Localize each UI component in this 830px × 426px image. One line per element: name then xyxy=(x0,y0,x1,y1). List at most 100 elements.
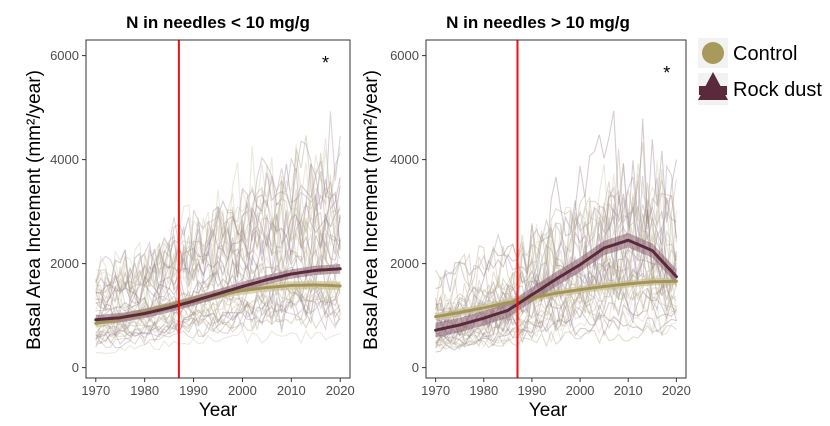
tree-trajectory-line xyxy=(435,164,677,288)
tree-trajectory-line xyxy=(95,211,341,327)
panel-left-frame xyxy=(85,39,351,379)
panel-right-fit-lines xyxy=(434,238,678,332)
tree-trajectory-line xyxy=(435,287,677,343)
panel-right-ylabel: Basal Area Increment (mm²/year) xyxy=(361,70,382,350)
ci-band-control xyxy=(435,277,677,321)
panel-right-frame xyxy=(425,39,687,379)
x-tick-label: 1990 xyxy=(179,383,208,398)
tree-trajectory-line xyxy=(435,283,677,350)
tree-trajectory-line xyxy=(435,269,677,348)
tree-trajectory-line xyxy=(95,162,341,297)
tree-trajectory-line xyxy=(95,137,341,294)
x-tick-label: 1980 xyxy=(130,383,159,398)
tree-trajectory-line xyxy=(95,281,341,336)
tree-trajectory-line xyxy=(435,168,677,310)
x-tick-label: 1990 xyxy=(517,383,546,398)
x-tick-label: 1980 xyxy=(469,383,498,398)
legend-label-control: Control xyxy=(733,43,797,65)
panel-left-spaghetti xyxy=(95,111,341,354)
tree-trajectory-line xyxy=(95,160,341,292)
tree-trajectory-line xyxy=(435,163,677,328)
legend-label-rock-dust: Rock dust xyxy=(733,79,822,101)
tree-trajectory-line xyxy=(435,324,677,349)
panel-right-y-axis: 0 2000 4000 6000 xyxy=(390,48,426,375)
y-tick-label: 0 xyxy=(72,360,79,375)
tree-trajectory-line xyxy=(95,208,341,303)
tree-trajectory-line xyxy=(95,270,341,340)
tree-trajectory-line xyxy=(435,142,677,325)
tree-trajectory-line xyxy=(95,310,341,348)
tree-trajectory-line xyxy=(95,170,341,308)
tree-trajectory-line xyxy=(435,233,677,310)
tree-trajectory-line xyxy=(95,296,341,349)
legend: Control Rock dust xyxy=(698,38,822,105)
tree-trajectory-line xyxy=(95,200,341,309)
tree-trajectory-line xyxy=(95,193,341,310)
tree-trajectory-line xyxy=(95,195,341,304)
tree-trajectory-line xyxy=(95,144,341,303)
tree-trajectory-line xyxy=(95,179,341,311)
x-tick-label: 2010 xyxy=(614,383,643,398)
tree-trajectory-line xyxy=(435,305,677,351)
y-tick-label: 6000 xyxy=(50,48,79,63)
x-tick-label: 2020 xyxy=(662,383,691,398)
panel-left-title: N in needles < 10 mg/g xyxy=(126,13,310,32)
x-tick-label: 2020 xyxy=(326,383,355,398)
tree-trajectory-line xyxy=(95,191,341,309)
x-tick-label: 1970 xyxy=(81,383,110,398)
tree-trajectory-line xyxy=(435,290,677,353)
tree-trajectory-line xyxy=(435,309,677,349)
fit-line-rock-dust xyxy=(434,238,678,332)
panel-right-x-axis: 1970 1980 1990 2000 2010 2020 xyxy=(421,378,691,398)
tree-trajectory-line xyxy=(95,111,341,294)
x-tick-label: 2010 xyxy=(277,383,306,398)
x-tick-label: 2000 xyxy=(566,383,595,398)
tree-trajectory-line xyxy=(435,244,677,318)
y-tick-label: 2000 xyxy=(50,256,79,271)
tree-trajectory-line xyxy=(95,164,341,316)
panel-left: N in needles < 10 mg/g Basal Area Increm… xyxy=(24,13,355,421)
x-tick-label: 1970 xyxy=(421,383,450,398)
tree-trajectory-line xyxy=(95,280,341,341)
panel-right-ribbons xyxy=(435,232,677,338)
tree-trajectory-line xyxy=(95,256,341,317)
panel-left-y-axis: 0 2000 4000 6000 xyxy=(50,48,86,375)
panel-left-fit-lines xyxy=(94,267,342,325)
ci-band-rock-dust xyxy=(435,232,677,338)
tree-trajectory-line xyxy=(435,193,677,310)
x-tick-label: 2000 xyxy=(228,383,257,398)
tree-trajectory-line xyxy=(95,176,341,294)
y-tick-label: 0 xyxy=(412,360,419,375)
legend-rockdust-triangle-band xyxy=(699,86,727,95)
legend-control-circle-icon xyxy=(702,42,724,64)
tree-trajectory-line xyxy=(95,135,341,296)
tree-trajectory-line xyxy=(95,299,341,343)
panel-left-xlabel: Year xyxy=(199,400,238,421)
tree-trajectory-line xyxy=(435,263,677,344)
tree-trajectory-line xyxy=(95,206,341,313)
tree-trajectory-line xyxy=(95,328,341,354)
tree-trajectory-line xyxy=(435,310,677,348)
tree-trajectory-line xyxy=(95,294,341,345)
panel-right-title: N in needles > 10 mg/g xyxy=(446,13,630,32)
panel-right: N in needles > 10 mg/g Basal Area Increm… xyxy=(361,13,691,421)
panel-left-x-axis: 1970 1980 1990 2000 2010 2020 xyxy=(81,378,355,398)
panel-left-significance-mark: * xyxy=(322,53,329,73)
fit-line-rock-dust xyxy=(94,267,342,322)
tree-trajectory-line xyxy=(435,110,677,325)
fit-line-control xyxy=(434,279,678,319)
y-tick-label: 6000 xyxy=(390,48,419,63)
tree-trajectory-line xyxy=(95,163,341,294)
tree-trajectory-line xyxy=(95,288,341,345)
panel-left-ylabel: Basal Area Increment (mm²/year) xyxy=(24,70,45,350)
tree-trajectory-line xyxy=(95,277,341,338)
y-tick-label: 2000 xyxy=(390,256,419,271)
tree-trajectory-line xyxy=(95,250,341,331)
tree-trajectory-line xyxy=(95,285,341,340)
y-tick-label: 4000 xyxy=(390,152,419,167)
tree-trajectory-line xyxy=(95,235,341,320)
panel-right-significance-mark: * xyxy=(663,63,670,83)
y-tick-label: 4000 xyxy=(50,152,79,167)
tree-trajectory-line xyxy=(95,278,341,337)
